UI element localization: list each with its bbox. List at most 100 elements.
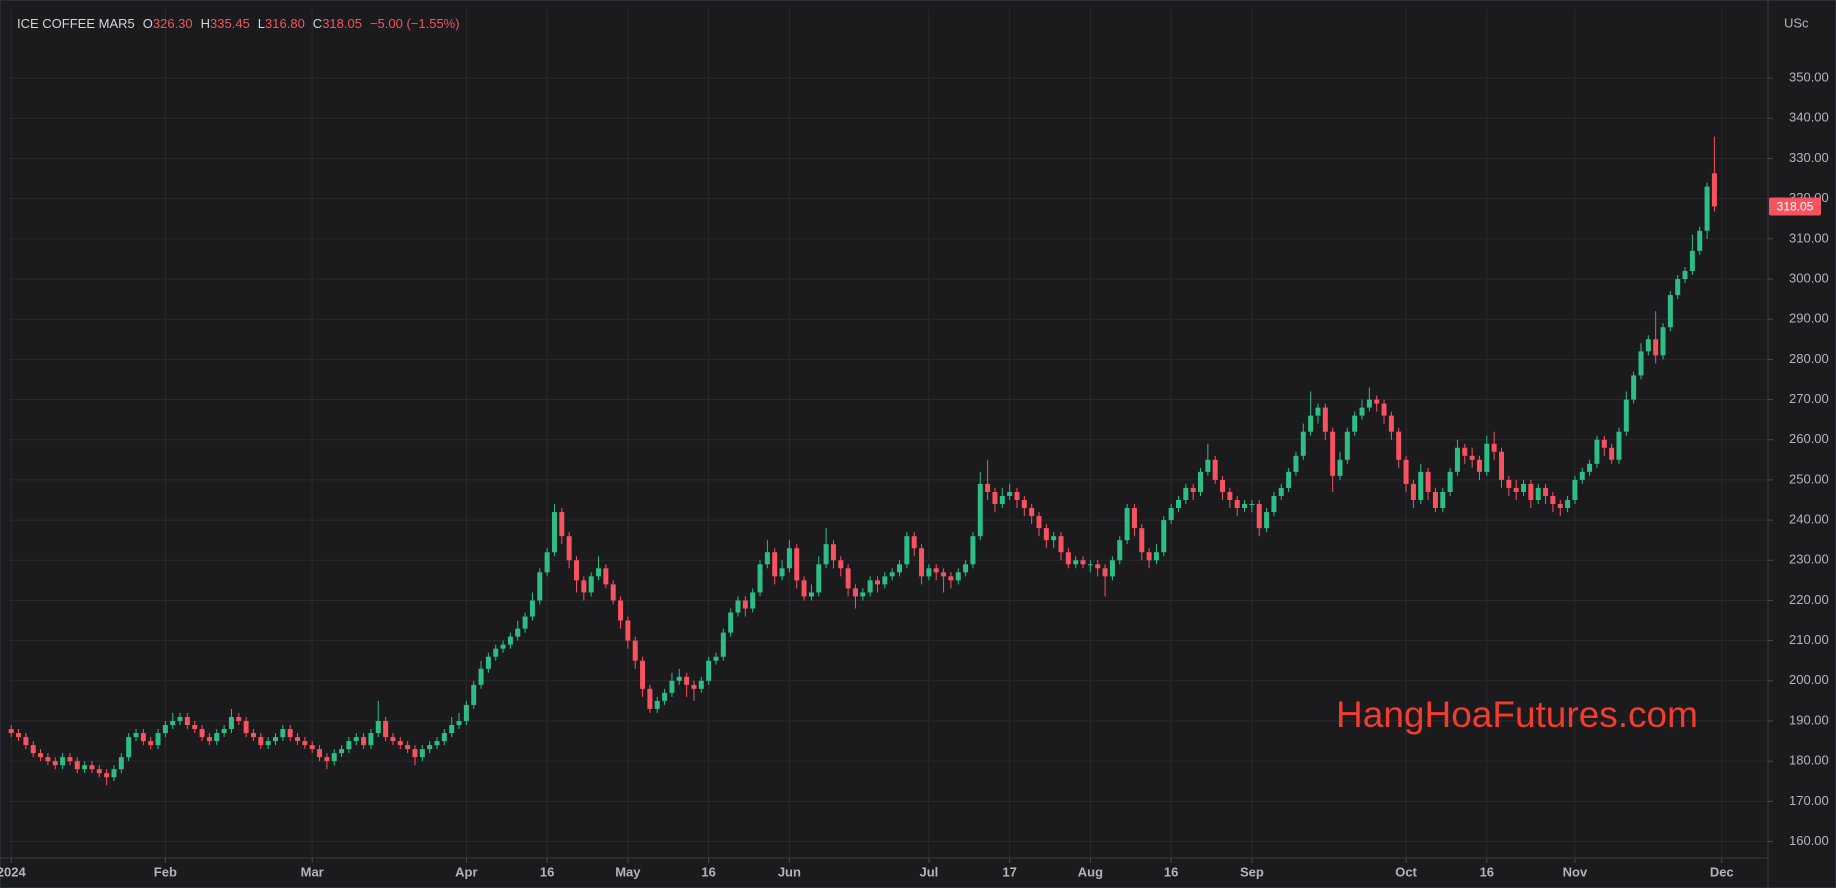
candle-body <box>133 733 139 738</box>
candle-body <box>295 737 301 742</box>
candle-body <box>1242 504 1248 509</box>
y-unit: USc <box>1784 15 1809 30</box>
candle-body <box>1623 399 1629 432</box>
candle-body <box>808 592 814 597</box>
candle-body <box>1205 459 1211 472</box>
candle-body <box>852 588 858 597</box>
candle-body <box>1565 499 1571 509</box>
last-price-label: 318.05 <box>1777 200 1814 214</box>
candle-body <box>23 737 29 746</box>
candle-body <box>515 628 521 637</box>
candle-body <box>1425 471 1431 492</box>
field-value: 316.80 <box>265 16 305 31</box>
candle-body <box>1594 439 1600 464</box>
candle-body <box>346 741 352 750</box>
y-tick-label: 270.00 <box>1789 391 1829 406</box>
candle-body <box>280 729 286 738</box>
candle-body <box>52 761 58 766</box>
candle-body <box>478 668 484 685</box>
candle-body <box>353 737 359 742</box>
candle-body <box>1579 471 1585 480</box>
candle-body <box>1513 487 1519 492</box>
candle-body <box>596 568 602 577</box>
candle-body <box>618 600 624 621</box>
watermark: HangHoaFutures.com <box>1336 694 1698 735</box>
x-tick-label: 16 <box>540 864 554 879</box>
candle-body <box>493 648 499 657</box>
field-value: 335.45 <box>210 16 250 31</box>
x-tick-label: 2024 <box>0 864 26 879</box>
candle-body <box>243 720 249 734</box>
candle-body <box>874 580 880 585</box>
x-tick-label: Apr <box>455 864 477 879</box>
candle-body <box>786 548 792 569</box>
field-value: 318.05 <box>322 16 362 31</box>
candle-body <box>317 749 323 758</box>
candle-body <box>1124 508 1130 541</box>
candle-body <box>1418 471 1424 500</box>
y-tick-label: 280.00 <box>1789 351 1829 366</box>
candle-body <box>1550 495 1556 505</box>
candle-body <box>1330 431 1336 476</box>
x-tick-label: 17 <box>1002 864 1016 879</box>
candle-body <box>38 753 44 758</box>
candle-body <box>1065 552 1071 565</box>
candle-body <box>999 495 1005 505</box>
candle-body <box>390 737 396 742</box>
candle-body <box>1109 560 1115 577</box>
candle-body <box>1087 564 1093 566</box>
candle-body <box>485 656 491 669</box>
candle-body <box>265 741 271 746</box>
candle-body <box>1095 564 1101 569</box>
candle-body <box>184 716 190 726</box>
y-tick-label: 170.00 <box>1789 793 1829 808</box>
candle-body <box>573 560 579 581</box>
candle-body <box>640 660 646 689</box>
candle-body <box>1528 483 1534 500</box>
candle-body <box>1499 451 1505 480</box>
candle-body <box>236 716 242 721</box>
candle-body <box>1476 459 1482 472</box>
candle-body <box>1036 516 1042 529</box>
grid <box>9 9 1768 858</box>
candle-body <box>926 568 932 577</box>
candle-body <box>199 729 205 738</box>
candle-body <box>860 592 866 597</box>
candle-body <box>1359 407 1365 416</box>
candle-body <box>383 720 389 738</box>
candle-body <box>375 720 381 734</box>
candle-body <box>272 737 278 742</box>
candle-body <box>1697 230 1703 251</box>
candle-body <box>1168 508 1174 521</box>
candle-body <box>610 584 616 601</box>
candle-body <box>1704 186 1710 231</box>
candle-body <box>772 552 778 577</box>
x-tick-label: Sep <box>1240 864 1264 879</box>
candle-body <box>684 676 690 685</box>
candle-body <box>96 769 102 774</box>
candle-body <box>794 548 800 581</box>
candle-body <box>801 580 807 597</box>
x-tick-label: 16 <box>1480 864 1494 879</box>
candle-body <box>1410 483 1416 500</box>
candle-body <box>1161 520 1167 553</box>
candle-body <box>625 620 631 641</box>
y-tick-label: 340.00 <box>1789 110 1829 125</box>
candle-body <box>1286 471 1292 488</box>
x-tick-label: Oct <box>1395 864 1417 879</box>
candle-body <box>691 684 697 689</box>
candle-body <box>1271 495 1277 513</box>
y-tick-label: 180.00 <box>1789 753 1829 768</box>
candle-body <box>258 737 264 746</box>
candle-body <box>1153 552 1159 561</box>
candle-body <box>1264 512 1270 529</box>
x-tick-label: Jul <box>919 864 938 879</box>
candle-body <box>1322 407 1328 432</box>
candle-body <box>1616 431 1622 460</box>
candle-body <box>419 749 425 758</box>
candle-body <box>1117 540 1123 561</box>
y-tick-label: 160.00 <box>1789 833 1829 848</box>
candle-body <box>941 572 947 577</box>
candle-body <box>309 745 315 750</box>
